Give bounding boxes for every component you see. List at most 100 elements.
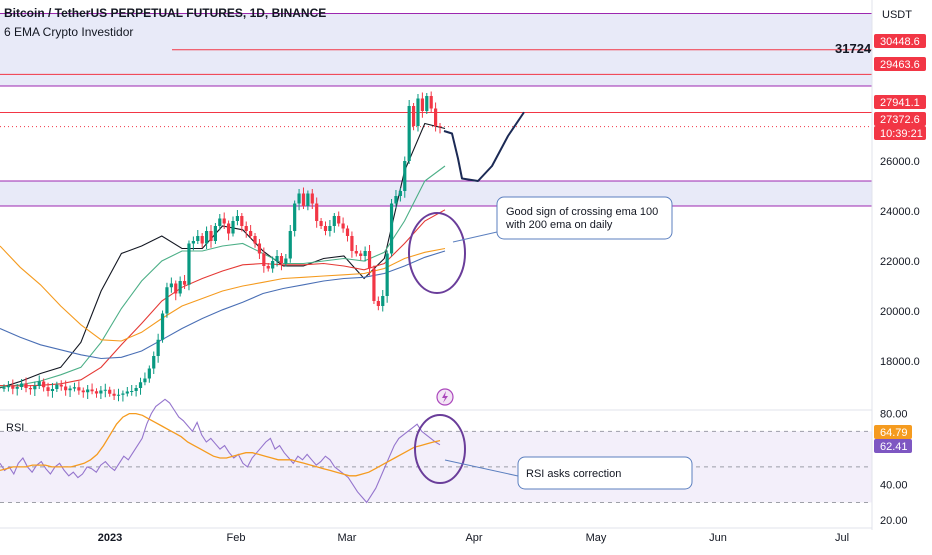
candlestick-series (2, 91, 442, 402)
candle-body (323, 226, 328, 231)
candle-body (398, 191, 402, 196)
candle-body (218, 218, 222, 226)
time-tick-label: Apr (465, 532, 482, 544)
candle-body (138, 382, 143, 388)
price-tag-label: 27941.1 (880, 97, 920, 109)
currency-label: USDT (882, 9, 912, 21)
candle-body (253, 236, 257, 244)
candle-body (90, 389, 94, 392)
candle-body (337, 216, 341, 224)
ema-line-orange (0, 245, 446, 342)
candle-body (103, 389, 107, 391)
rsi-label: RSI (6, 422, 24, 434)
candle-body (213, 226, 217, 241)
lightning-icon-glyph (442, 391, 448, 403)
candle-body (160, 313, 165, 340)
candle-body (178, 281, 182, 294)
rsi-note-text: RSI asks correction (526, 468, 621, 480)
rsi-line (0, 398, 441, 504)
candle-body (200, 236, 204, 244)
ema-cross-circle (408, 212, 466, 294)
candle-body (64, 386, 68, 391)
candle-body (284, 258, 288, 264)
ema-note-pointer (452, 231, 498, 243)
ema-note-box (496, 196, 673, 240)
candle-body (165, 287, 169, 314)
candle-body (86, 389, 90, 393)
candle-body (37, 381, 41, 386)
candle-body (134, 388, 138, 391)
symbol-title: Bitcoin / TetherUS PERPETUAL FUTURES, 1D… (4, 6, 327, 20)
candle-body (72, 387, 77, 389)
candle-body (354, 251, 358, 254)
candle-body (191, 241, 195, 244)
candle-body (433, 108, 438, 126)
candle-body (257, 243, 262, 254)
candle-body (332, 216, 336, 226)
price-tag (874, 57, 926, 71)
projection-path (443, 111, 525, 182)
rsi-circle (414, 414, 466, 484)
candle-body (77, 387, 81, 391)
candle-body (187, 243, 191, 285)
candle-body (271, 261, 275, 269)
candle-body (81, 390, 85, 393)
clipped-price: 31724 (835, 41, 872, 56)
candle-body (50, 389, 55, 391)
axes: USDT3172430000.026000.024000.022000.0200… (0, 0, 926, 544)
time-tick-label: Jul (835, 532, 849, 544)
candle-body (367, 251, 372, 269)
candle-body (240, 216, 244, 226)
price-tag (874, 112, 926, 126)
price-tick-label: 22000.0 (880, 256, 920, 268)
candle-body (266, 266, 270, 269)
candle-body (345, 228, 350, 236)
price-tag (874, 95, 926, 109)
price-tag (874, 34, 926, 48)
candle-body (204, 231, 209, 244)
candle-body (99, 390, 103, 394)
rsi-ma-line (0, 412, 441, 477)
candle-body (279, 256, 284, 264)
price-tick-label: 26000.0 (880, 156, 920, 168)
candle-body (288, 231, 292, 259)
candle-body (55, 384, 59, 389)
chart-header: Bitcoin / TetherUS PERPETUAL FUTURES, 1D… (4, 6, 326, 39)
ema-note-text: with 200 ema on daily (505, 219, 613, 231)
candle-body (403, 161, 407, 191)
candle-body (381, 296, 385, 306)
candle-body (125, 391, 129, 394)
ema-line-black (0, 122, 446, 389)
candle-body (46, 387, 50, 391)
candle-body (385, 253, 389, 296)
candle-body (143, 378, 147, 383)
ema-lines (0, 122, 446, 389)
candle-body (315, 203, 319, 221)
candle-body (235, 216, 240, 221)
rsi-tick-label: 20.00 (880, 515, 908, 527)
candle-body (108, 389, 112, 394)
candle-body (389, 203, 394, 254)
time-tick-label: May (586, 532, 607, 544)
candle-body (94, 391, 99, 394)
rsi-tick-label: 40.00 (880, 480, 908, 492)
candle-body (425, 96, 429, 111)
candle-body (121, 393, 125, 395)
price-tag-label: 10:39:21 (880, 128, 923, 140)
candle-body (249, 231, 253, 236)
rsi-tag (874, 439, 912, 453)
rsi-note-box (517, 456, 693, 490)
candle-body (363, 251, 367, 256)
candle-body (182, 281, 187, 285)
candle-body (130, 391, 134, 392)
candle-body (24, 383, 28, 388)
price-tick-label: 24000.0 (880, 206, 920, 218)
candle-body (438, 126, 442, 127)
time-tick-label: Feb (227, 532, 246, 544)
candle-body (116, 394, 121, 396)
candle-body (301, 193, 306, 206)
candle-body (20, 383, 24, 387)
candle-body (42, 381, 46, 388)
candle-body (112, 393, 116, 396)
